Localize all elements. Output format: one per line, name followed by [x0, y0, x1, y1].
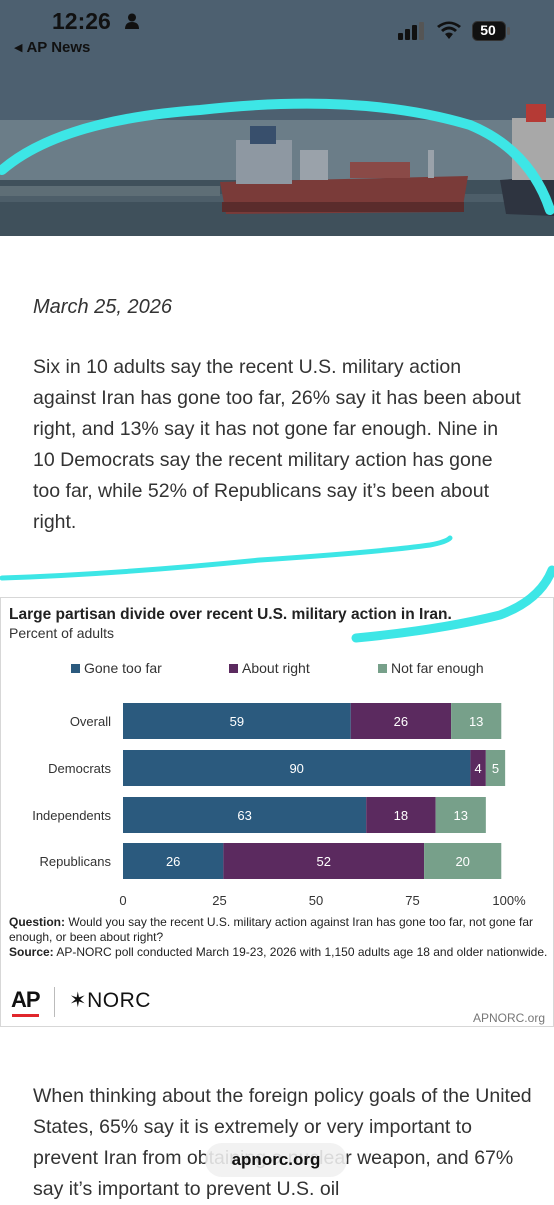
chart-subtitle: Percent of adults [9, 625, 115, 641]
question-text: Would you say the recent U.S. military a… [9, 915, 534, 944]
bar-segment [123, 797, 367, 833]
x-tick-label: 0 [119, 893, 126, 908]
status-bar: 12:26 ◀ AP News 50 [0, 0, 554, 60]
legend-item-about-right: About right [229, 660, 310, 676]
category-label: Overall [70, 714, 111, 729]
legend-swatch [71, 663, 80, 673]
data-label: 26 [166, 854, 180, 869]
back-app-label: AP News [26, 39, 91, 56]
x-tick-label: 50 [309, 893, 323, 908]
legend-label: Gone too far [84, 660, 162, 676]
article-intro-paragraph: Six in 10 adults say the recent U.S. mil… [33, 356, 521, 533]
data-label: 26 [394, 714, 408, 729]
question-label: Question: [9, 915, 65, 929]
data-label: 52 [316, 854, 330, 869]
hero-image: 12:26 ◀ AP News 50 [0, 0, 554, 236]
article-date: March 25, 2026 [33, 296, 172, 318]
person-icon [125, 13, 139, 29]
bar-segment [435, 797, 486, 833]
data-label: 63 [237, 808, 251, 823]
category-label: Democrats [48, 761, 111, 776]
norc-logo: ✶NORC [69, 989, 151, 1012]
url-pill[interactable]: apnorc.org [205, 1143, 347, 1177]
ap-logo: AP [11, 987, 41, 1012]
stacked-bar-chart: Overall 59 26 13 Democrats 90 4 5 Independents 63… [32, 703, 526, 908]
question-note: Question: Would you say the recent U.S. … [9, 915, 549, 945]
x-tick-label: 25 [212, 893, 226, 908]
bar-segment [123, 843, 224, 879]
x-tick-label: 100% [492, 893, 526, 908]
ap-logo-underline [12, 1014, 39, 1017]
data-label: 4 [475, 761, 482, 776]
poll-chart-card: Large partisan divide over recent U.S. m… [0, 597, 554, 1027]
source-note: Source: AP-NORC poll conducted March 19-… [9, 945, 549, 960]
legend-swatch [229, 663, 238, 673]
source-label: Source: [9, 945, 54, 959]
logo-divider [54, 987, 55, 1017]
data-label: 5 [492, 761, 499, 776]
bar-segment [470, 750, 486, 786]
chart-title: Large partisan divide over recent U.S. m… [9, 606, 452, 623]
data-label: 20 [455, 854, 469, 869]
cellular-signal-icon [398, 22, 424, 40]
apnorc-credit: APNORC.org [472, 1011, 545, 1025]
legend-item-not-far-enough: Not far enough [378, 660, 484, 676]
bar-segment [366, 797, 436, 833]
legend-swatch [378, 663, 387, 673]
bar-segment [123, 750, 471, 786]
bar-segment [485, 750, 506, 786]
data-label: 90 [289, 761, 303, 776]
legend-label: About right [242, 660, 310, 676]
bar-segment [451, 703, 502, 739]
back-arrow-icon: ◀ [14, 42, 23, 54]
back-to-app-link[interactable]: ◀ AP News [14, 39, 90, 56]
data-label: 18 [394, 808, 408, 823]
chart-legend: Gone too far About right Not far enough [1, 660, 553, 680]
wifi-icon [437, 21, 461, 39]
bar-segment [123, 703, 351, 739]
data-label: 13 [454, 808, 468, 823]
clock: 12:26 [52, 8, 111, 34]
bar-segment [424, 843, 502, 879]
bar-segment [223, 843, 425, 879]
bar-segment [350, 703, 452, 739]
data-label: 13 [469, 714, 483, 729]
category-label: Independents [32, 808, 111, 823]
battery-icon: 50 [472, 21, 512, 46]
source-text: AP-NORC poll conducted March 19-23, 2026… [56, 945, 548, 959]
category-label: Republicans [39, 854, 111, 869]
legend-item-gone-too-far: Gone too far [71, 660, 162, 676]
data-label: 59 [230, 714, 244, 729]
x-tick-label: 75 [405, 893, 419, 908]
legend-label: Not far enough [391, 660, 484, 676]
chart-notes: Question: Would you say the recent U.S. … [9, 915, 549, 960]
battery-level: 50 [480, 22, 496, 38]
